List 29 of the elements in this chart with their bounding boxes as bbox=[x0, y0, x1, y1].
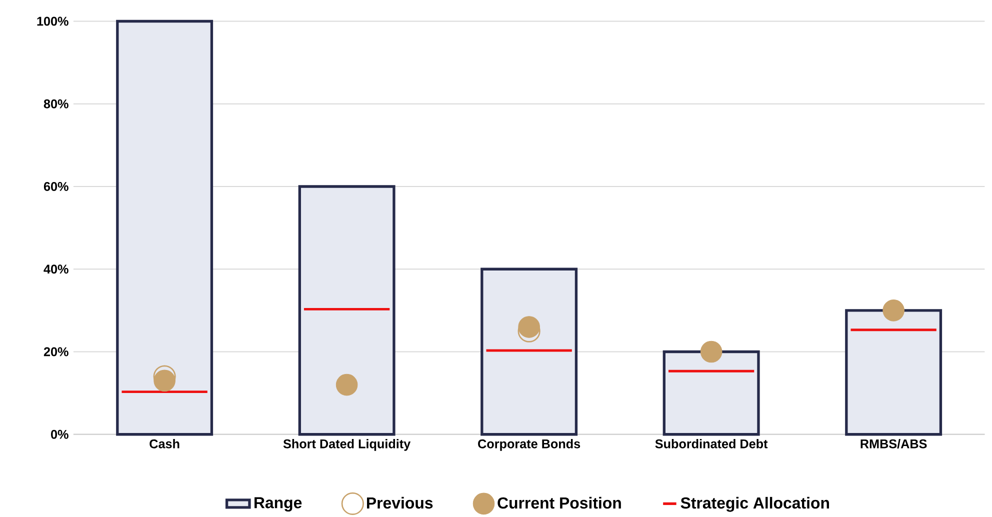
legend-label: Current Position bbox=[498, 496, 621, 509]
legend-label: Previous bbox=[367, 496, 433, 509]
y-tick-label: 0% bbox=[51, 430, 68, 439]
legend-label: Range bbox=[254, 497, 302, 512]
x-tick-label: Short Dated Liquidity bbox=[283, 439, 411, 451]
bar bbox=[850, 328, 936, 332]
point bbox=[336, 374, 358, 396]
bar bbox=[668, 370, 754, 372]
bar bbox=[662, 350, 760, 436]
x-tick-label: Subordinated Debt bbox=[655, 439, 768, 448]
x-tick-label: Cash bbox=[150, 439, 180, 448]
legend-label: Strategic Allocation bbox=[680, 496, 829, 512]
x-tick-label: RMBS/ABS bbox=[860, 439, 927, 448]
y-tick-label: 60% bbox=[44, 182, 68, 191]
bar bbox=[304, 308, 390, 310]
bar bbox=[116, 20, 214, 436]
point bbox=[154, 370, 176, 392]
point bbox=[700, 340, 722, 363]
y-tick-label: 100% bbox=[37, 16, 68, 26]
y-tick-label: 20% bbox=[44, 347, 68, 356]
point bbox=[882, 300, 904, 322]
point bbox=[518, 316, 540, 338]
bar bbox=[122, 390, 208, 394]
bar bbox=[298, 185, 396, 436]
bar bbox=[480, 268, 578, 436]
y-tick-label: 40% bbox=[44, 264, 68, 274]
bar bbox=[845, 309, 942, 436]
y-tick-label: 80% bbox=[44, 99, 68, 108]
x-tick-label: Corporate Bonds bbox=[478, 439, 580, 451]
